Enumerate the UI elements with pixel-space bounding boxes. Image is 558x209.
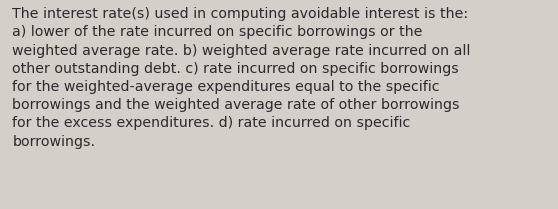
Text: The interest rate(s) used in computing avoidable interest is the:
a) lower of th: The interest rate(s) used in computing a…	[12, 7, 470, 149]
